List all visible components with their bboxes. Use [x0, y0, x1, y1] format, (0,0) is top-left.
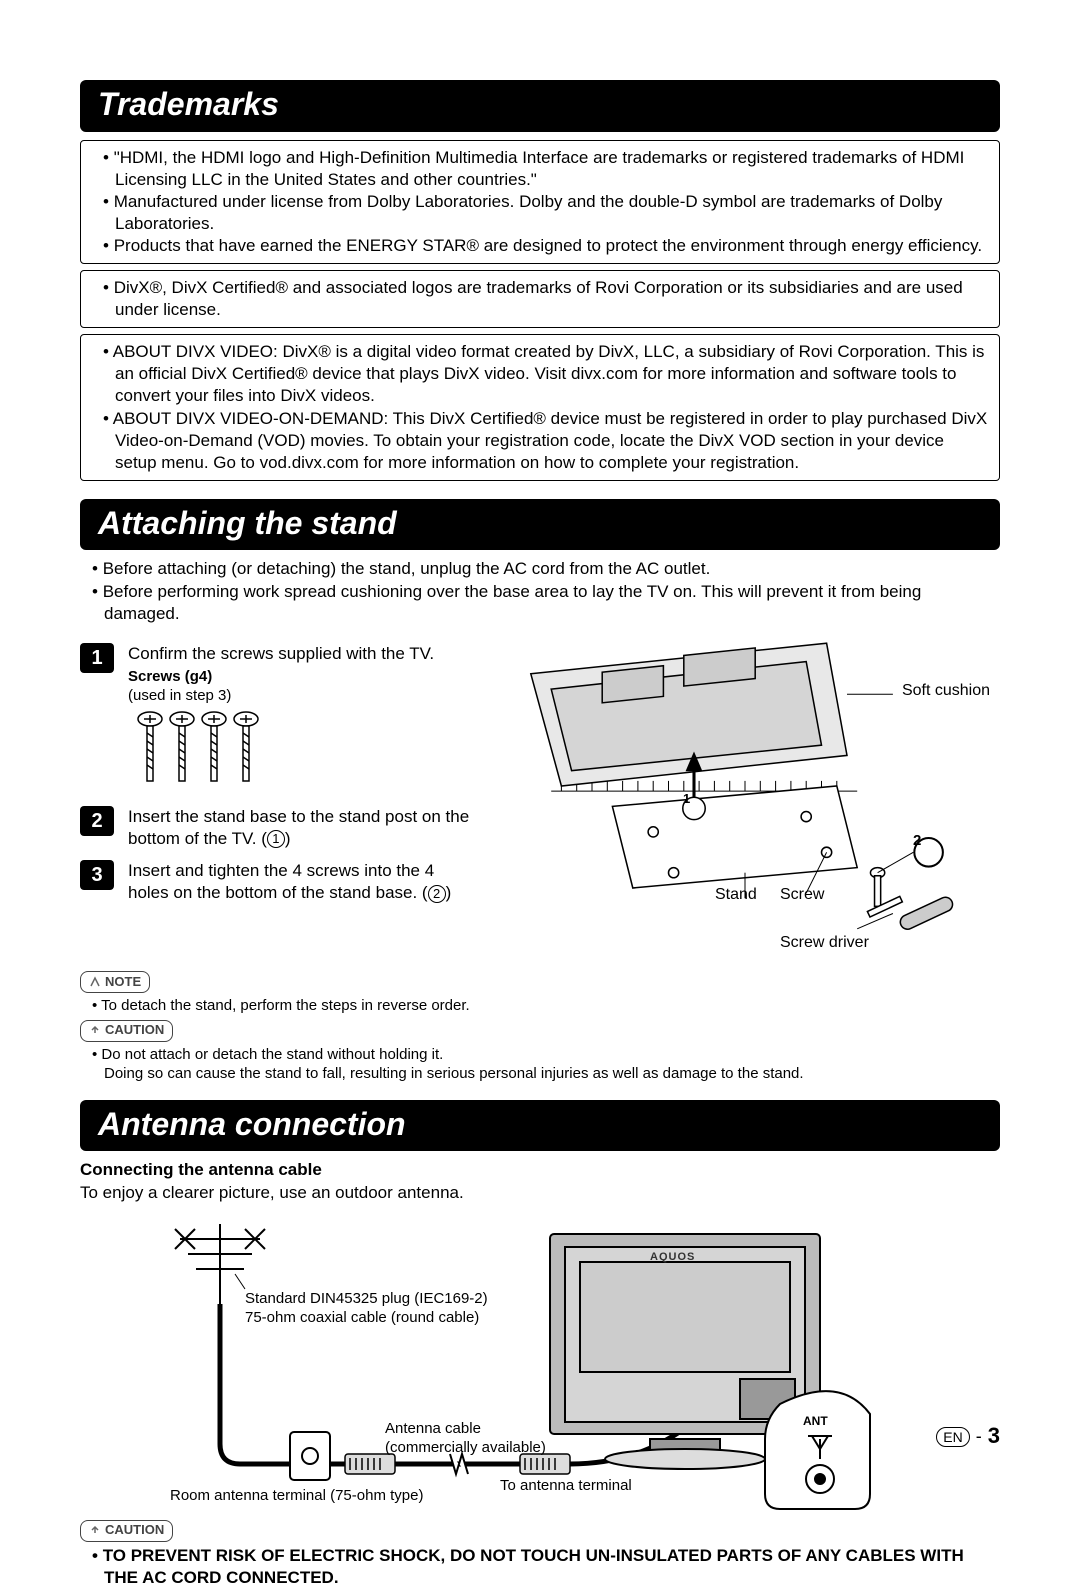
label-soft-cushion: Soft cushion: [902, 681, 990, 702]
note-badge: NOTE: [80, 971, 150, 993]
label-ant: ANT: [803, 1414, 828, 1430]
trademark-item: Manufactured under license from Dolby La…: [103, 191, 989, 235]
label-screw-driver: Screw driver: [780, 933, 869, 954]
label-screw: Screw: [780, 885, 824, 906]
screws-label: Screws (g4): [128, 667, 434, 687]
ref-circle-1: 1: [267, 830, 285, 848]
trademark-item: Products that have earned the ENERGY STA…: [103, 235, 989, 257]
caution-badge: CAUTION: [80, 1520, 173, 1542]
caution-badge: CAUTION: [80, 1020, 173, 1042]
section-header-antenna: Antenna connection: [80, 1100, 1000, 1152]
label-stand: Stand: [715, 885, 757, 906]
antenna-intro: To enjoy a clearer picture, use an outdo…: [80, 1182, 1000, 1204]
stand-diagram: Soft cushion Stand Screw Screw driver 1 …: [490, 633, 1000, 965]
label-antenna-cable: Antenna cable (commercially available): [385, 1419, 546, 1458]
attaching-intro-item: Before performing work spread cushioning…: [92, 581, 1000, 625]
caution-text: Do not attach or detach the stand withou…: [92, 1045, 1000, 1084]
note-text: To detach the stand, perform the steps i…: [92, 996, 1000, 1016]
screws-illustration: [128, 706, 434, 796]
attaching-intro: Before attaching (or detaching) the stan…: [80, 558, 1000, 624]
screws-sub: (used in step 3): [128, 686, 434, 706]
lang-pill: EN: [936, 1427, 969, 1447]
antenna-caution-text: TO PREVENT RISK OF ELECTRIC SHOCK, DO NO…: [92, 1545, 1000, 1589]
step-text: Confirm the screws supplied with the TV.: [128, 643, 434, 665]
page-number: EN - 3: [936, 1422, 1000, 1451]
trademarks-box-2: DivX®, DivX Certified® and associated lo…: [80, 270, 1000, 328]
diagram-ref-2: 2: [913, 831, 921, 851]
trademarks-box-1: "HDMI, the HDMI logo and High-Definition…: [80, 140, 1000, 264]
step-number: 2: [80, 806, 114, 836]
step-text: Insert the stand base to the stand post …: [128, 806, 470, 850]
attaching-intro-item: Before attaching (or detaching) the stan…: [92, 558, 1000, 580]
section-header-trademarks: Trademarks: [80, 80, 1000, 132]
step-text: Insert and tighten the 4 screws into the…: [128, 860, 470, 904]
diagram-ref-1: 1: [683, 791, 690, 808]
step-number: 1: [80, 643, 114, 673]
trademark-item: DivX®, DivX Certified® and associated lo…: [103, 277, 989, 321]
trademark-item: ABOUT DIVX VIDEO: DivX® is a digital vid…: [103, 341, 989, 407]
label-aquos: AQUOS: [650, 1250, 695, 1264]
trademarks-box-3: ABOUT DIVX VIDEO: DivX® is a digital vid…: [80, 334, 1000, 481]
label-plug: Standard DIN45325 plug (IEC169-2) 75-ohm…: [245, 1289, 488, 1328]
ref-circle-2: 2: [428, 885, 446, 903]
step-number: 3: [80, 860, 114, 890]
section-header-attaching: Attaching the stand: [80, 499, 1000, 551]
label-room-terminal: Room antenna terminal (75-ohm type): [170, 1486, 423, 1506]
antenna-subtitle: Connecting the antenna cable: [80, 1159, 1000, 1181]
label-to-terminal: To antenna terminal: [500, 1476, 632, 1496]
trademark-item: ABOUT DIVX VIDEO-ON-DEMAND: This DivX Ce…: [103, 408, 989, 474]
antenna-diagram: Standard DIN45325 plug (IEC169-2) 75-ohm…: [80, 1214, 1000, 1514]
trademark-item: "HDMI, the HDMI logo and High-Definition…: [103, 147, 989, 191]
